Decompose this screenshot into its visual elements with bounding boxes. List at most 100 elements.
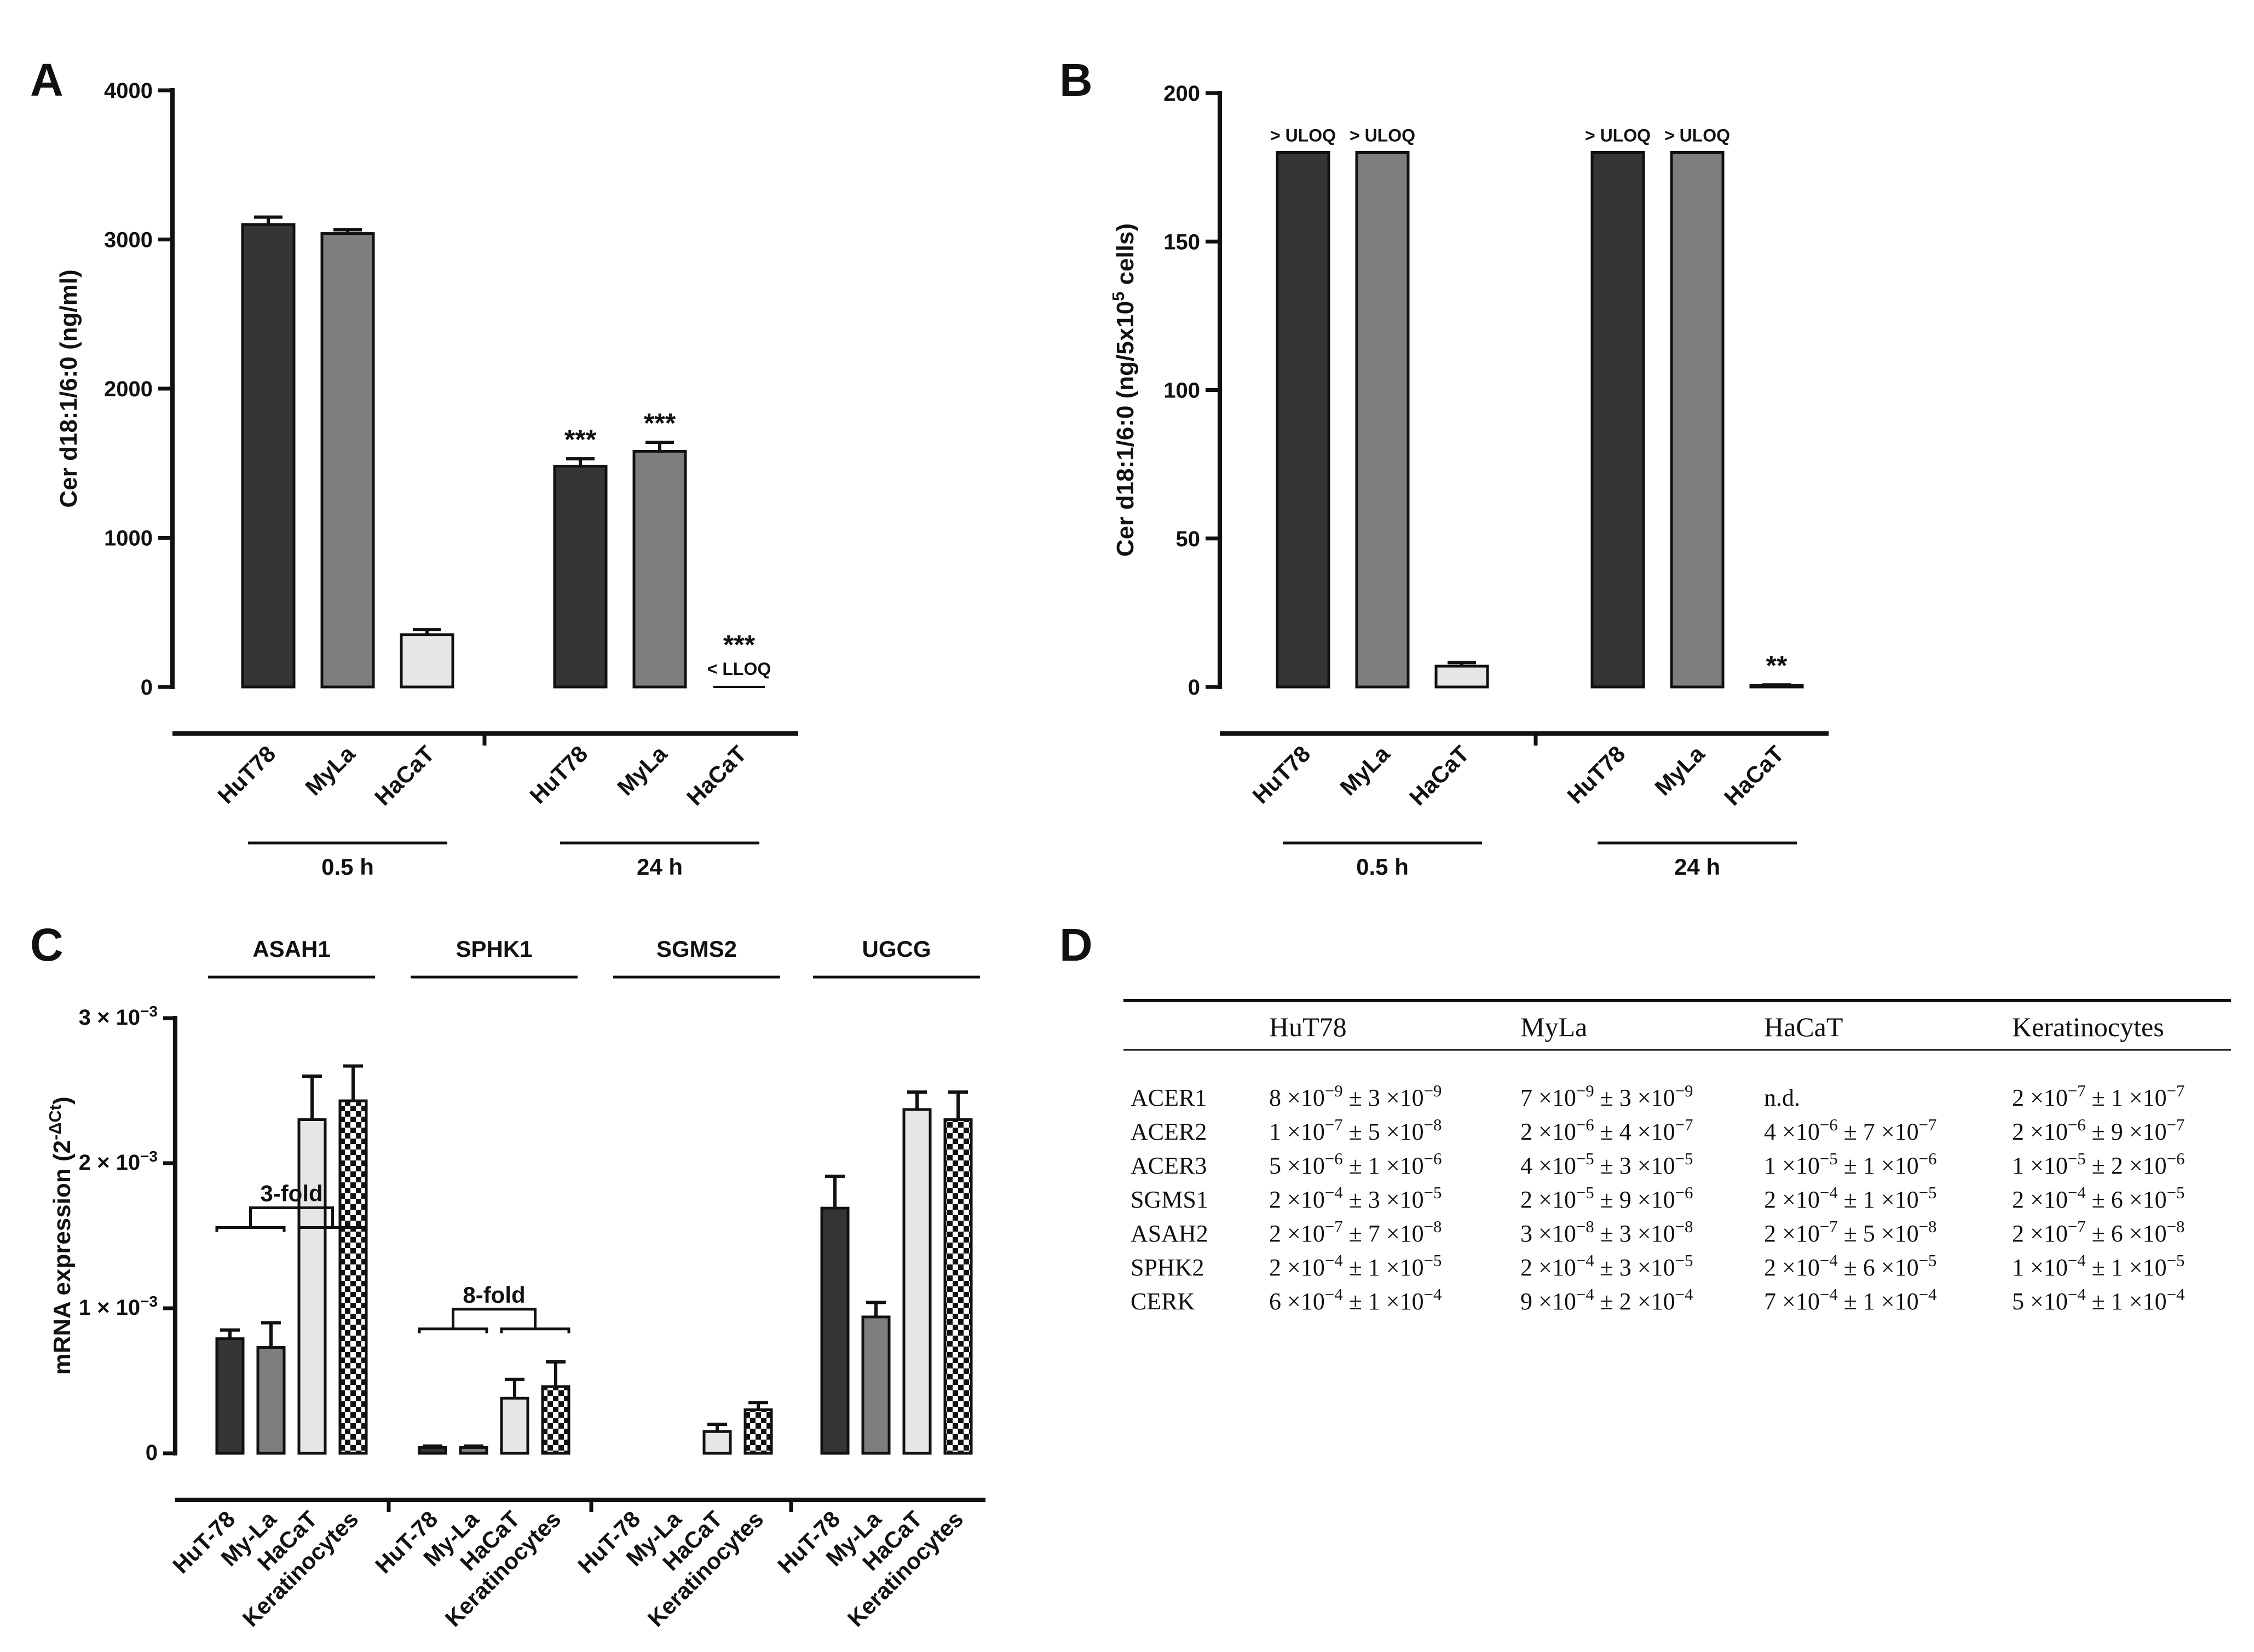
cell-text: ± 6 ×10 xyxy=(2086,1186,2167,1213)
cell-text: ± 1 ×10 xyxy=(1343,1254,1424,1281)
y-axis-title: Cer d18:1/6:0 (ng/5x105 cells) xyxy=(1109,223,1139,557)
cell-exponent: −6 xyxy=(2068,1116,2086,1134)
cell-exponent: −9 xyxy=(1424,1082,1442,1100)
column-header-hacat: HaCaT xyxy=(1764,1012,1843,1042)
group-label-0-5-h: 0.5 h xyxy=(1356,854,1409,880)
error-bar-ugcg-my-la xyxy=(866,1301,886,1317)
y-tick-label-0: 0 xyxy=(146,1441,158,1465)
fold-change-label-asah1: 3-fold xyxy=(260,1181,322,1206)
table-cell-acer1-hut78: 8 ×10−9 ± 3 ×10−9 xyxy=(1269,1082,1442,1111)
cell-exponent: −5 xyxy=(1576,1183,1594,1202)
table-cell-asah2-hacat: 2 ×10−7 ± 5 ×10−8 xyxy=(1764,1217,1936,1247)
cell-text: 2 ×10 xyxy=(1269,1254,1325,1281)
cell-exponent: −4 xyxy=(2068,1251,2086,1270)
bar-ugcg-hacat xyxy=(902,1108,932,1455)
y-tick-label-1000: 1000 xyxy=(104,527,153,551)
y-tick-exponent: −3 xyxy=(140,1003,158,1020)
cell-exponent: −6 xyxy=(1820,1116,1838,1134)
bar-sphk1-keratinocytes xyxy=(541,1385,570,1455)
y-axis-title-superscript: 5 xyxy=(1109,292,1128,301)
cell-text: 2 ×10 xyxy=(2012,1084,2068,1111)
cell-exponent: −4 xyxy=(1576,1251,1594,1270)
cell-text: 3 ×10 xyxy=(1520,1220,1576,1247)
bar-ugcg-hut-78 xyxy=(820,1206,850,1455)
cell-exponent: −9 xyxy=(1675,1082,1693,1100)
bar-sgms2-hacat xyxy=(702,1430,732,1455)
error-bar-sphk1-keratinocytes xyxy=(546,1360,566,1387)
error-bar-asah1-keratinocytes xyxy=(343,1064,363,1101)
table-cell-asah2-keratinocytes: 2 ×10−7 ± 6 ×10−8 xyxy=(2012,1217,2184,1247)
y-tick-label-100: 100 xyxy=(1163,379,1200,403)
group-label-0-5-h: 0.5 h xyxy=(321,854,374,880)
cell-exponent: −7 xyxy=(1919,1116,1937,1134)
cell-exponent: −4 xyxy=(1325,1183,1343,1202)
cell-exponent: −9 xyxy=(1325,1082,1343,1100)
cell-exponent: −9 xyxy=(1576,1082,1594,1100)
cell-exponent: −5 xyxy=(1919,1251,1937,1270)
bar-b-0-5-h-hacat xyxy=(1434,665,1489,689)
row-label-acer2: ACER2 xyxy=(1131,1118,1207,1145)
bar-asah1-hacat xyxy=(297,1118,327,1455)
gene-label-sphk1: SPHK1 xyxy=(456,936,532,962)
cell-exponent: −6 xyxy=(1325,1150,1343,1168)
x-tick-label-b-0-5-h-hacat: HaCaT xyxy=(1404,741,1474,811)
error-bar-a-0-5-h-myla xyxy=(333,228,362,234)
bar-asah1-hut-78 xyxy=(215,1337,245,1455)
cell-text: ± 3 ×10 xyxy=(1594,1084,1675,1111)
x-tick-label-a-0-5-h-myla: MyLa xyxy=(300,741,360,801)
cell-text: 2 ×10 xyxy=(2012,1220,2068,1247)
chart-panel-b: 0 50 100 150 200 Cer d18:1/6:0 (ng/5x105 cell… xyxy=(1109,82,1829,880)
cell-text: ± 3 ×10 xyxy=(1594,1152,1675,1179)
cell-text: ± 1 ×10 xyxy=(1838,1186,1919,1213)
panel-label-b: B xyxy=(1059,54,1093,106)
error-bar-a-0-5-h-hacat xyxy=(413,628,441,635)
cell-exponent: −6 xyxy=(1675,1183,1693,1202)
bracket-top-sphk1 xyxy=(452,1308,537,1329)
column-header-hut78: HuT78 xyxy=(1269,1012,1347,1042)
significance-a-24-h-hacat: *** xyxy=(723,629,756,660)
bar-a-0-5-h-hut78 xyxy=(241,223,296,689)
cell-text: ± 9 ×10 xyxy=(1594,1186,1675,1213)
bar-b-0-5-h-hut78 xyxy=(1276,151,1330,689)
cell-text: ± 6 ×10 xyxy=(1838,1254,1919,1281)
cell-exponent: −7 xyxy=(2068,1082,2086,1100)
error-bar-a-24-h-myla xyxy=(645,441,674,452)
cell-text: 9 ×10 xyxy=(1520,1288,1576,1315)
error-bar-sphk1-my-la xyxy=(464,1444,483,1448)
bar-sphk1-hut-78 xyxy=(418,1446,447,1455)
table-cell-cerk-hut78: 6 ×10−4 ± 1 ×10−4 xyxy=(1269,1285,1442,1315)
bar-ugcg-keratinocytes xyxy=(943,1118,973,1455)
cell-exponent: −4 xyxy=(2167,1285,2185,1304)
cell-text: 1 ×10 xyxy=(2012,1254,2068,1281)
y-tick-label-1-10-3: 1 × 10−3 xyxy=(79,1293,158,1320)
x-tick-label-a-0-5-h-hacat: HaCaT xyxy=(370,741,440,811)
bar-ugcg-my-la xyxy=(861,1315,891,1455)
gene-label-ugcg: UGCG xyxy=(862,936,931,962)
cell-text: 2 ×10 xyxy=(1520,1186,1576,1213)
cell-text: ± 3 ×10 xyxy=(1594,1254,1675,1281)
cell-exponent: −4 xyxy=(1325,1251,1343,1270)
bar-sgms2-keratinocytes xyxy=(743,1408,773,1455)
table-cell-acer2-hut78: 1 ×10−7 ± 5 ×10−8 xyxy=(1269,1116,1442,1145)
cell-exponent: −7 xyxy=(1820,1217,1838,1236)
cell-text: ± 3 ×10 xyxy=(1594,1220,1675,1247)
annotation-b-24-h-myla: > ULOQ xyxy=(1664,126,1730,146)
cell-text: ± 1 ×10 xyxy=(1838,1288,1919,1315)
x-tick-label-b-0-5-h-myla: MyLa xyxy=(1335,741,1395,801)
cell-text: ± 1 ×10 xyxy=(2086,1084,2167,1111)
cell-exponent: −5 xyxy=(1675,1251,1693,1270)
table-cell-acer2-hacat: 4 ×10−6 ± 7 ×10−7 xyxy=(1764,1116,1936,1145)
error-bar-ugcg-keratinocytes xyxy=(948,1090,968,1120)
cell-exponent: −6 xyxy=(1919,1150,1937,1168)
table-cell-acer1-myla: 7 ×10−9 ± 3 ×10−9 xyxy=(1520,1082,1693,1111)
cell-text: 2 ×10 xyxy=(1520,1254,1576,1281)
x-tick-label-b-24-h-hacat: HaCaT xyxy=(1719,741,1789,811)
significance-a-24-h-hut78: *** xyxy=(564,424,597,455)
chart-panel-a: 0 1000 2000 3000 4000 Cer d18:1/6:0 (ng/ml) Hu… xyxy=(55,79,798,880)
gene-label-asah1: ASAH1 xyxy=(252,936,330,962)
cell-text: ± 9 ×10 xyxy=(2086,1118,2167,1145)
table-cell-sgms1-hut78: 2 ×10−4 ± 3 ×10−5 xyxy=(1269,1183,1442,1213)
cell-text: 5 ×10 xyxy=(1269,1152,1325,1179)
cell-exponent: −7 xyxy=(2167,1082,2185,1100)
row-label-acer1: ACER1 xyxy=(1131,1084,1207,1111)
